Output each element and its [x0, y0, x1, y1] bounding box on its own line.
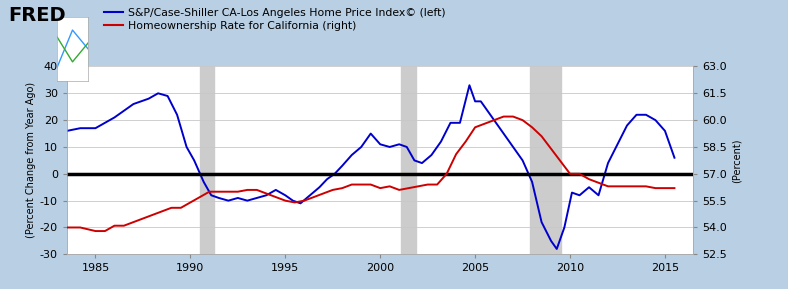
Bar — [401, 66, 416, 254]
Y-axis label: (Percent): (Percent) — [731, 138, 742, 183]
Text: FRED: FRED — [8, 6, 65, 25]
Bar — [200, 66, 214, 254]
Bar — [530, 66, 560, 254]
Y-axis label: (Percent Change from Year Ago): (Percent Change from Year Ago) — [26, 82, 35, 238]
Legend: S&P/Case-Shiller CA-Los Angeles Home Price Index© (left), Homeownership Rate for: S&P/Case-Shiller CA-Los Angeles Home Pri… — [104, 8, 445, 31]
